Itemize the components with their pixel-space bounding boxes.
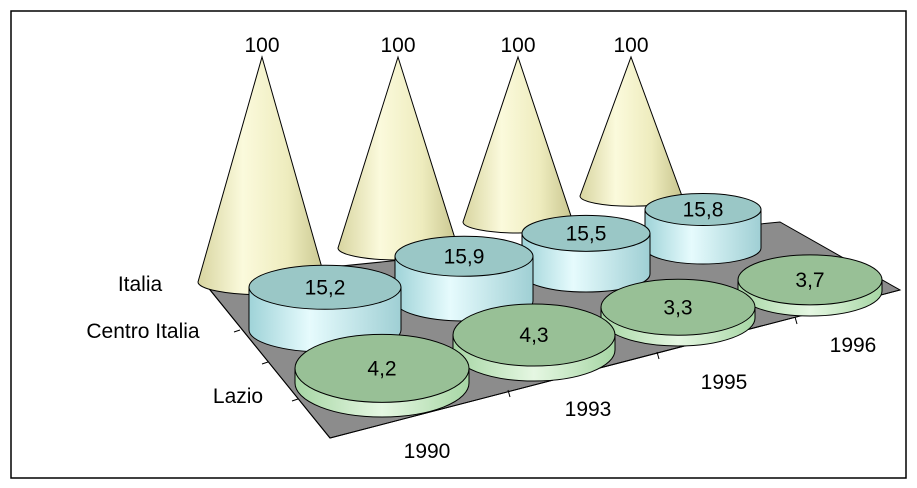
series-label-2: Centro Italia xyxy=(86,320,200,343)
data-label-centro-1990: 15,2 xyxy=(305,276,346,299)
series-label-3: Lazio xyxy=(213,385,263,408)
data-label-italia-1996: 100 xyxy=(613,34,648,57)
data-label-lazio-1990: 4,2 xyxy=(367,357,396,380)
axis-tick xyxy=(233,329,241,333)
series-axis-line xyxy=(201,279,331,439)
data-label-centro-1995: 15,5 xyxy=(566,222,607,245)
category-label-1993: 1993 xyxy=(565,398,612,421)
category-label-1996: 1996 xyxy=(830,334,877,357)
cylinder-centro-1996-top xyxy=(644,192,762,226)
axis-tick xyxy=(507,389,511,398)
disc-lazio-1996-top xyxy=(737,254,883,306)
data-label-italia-1990: 100 xyxy=(244,34,279,57)
data-label-lazio-1996: 3,7 xyxy=(795,269,824,292)
category-label-1990: 1990 xyxy=(404,440,451,463)
data-label-italia-1993: 100 xyxy=(380,34,415,57)
disc-lazio-1990-top xyxy=(294,333,470,403)
axis-tick xyxy=(794,316,798,325)
series-label-1: Italia xyxy=(118,273,163,296)
data-label-italia-1995: 100 xyxy=(500,34,535,57)
cylinder-centro-1990-top xyxy=(248,264,402,310)
cylinder-centro-1993-top xyxy=(394,235,534,277)
axis-tick xyxy=(291,398,299,402)
data-label-lazio-1995: 3,3 xyxy=(663,296,692,319)
chart-labels: 100 100 100 100 15,8 15,5 15,9 15,2 3,7 3,3 4,3 4,2… xyxy=(86,34,876,463)
category-label-1995: 1995 xyxy=(701,371,748,394)
data-label-lazio-1993: 4,3 xyxy=(519,324,548,347)
disc-lazio-1995-top xyxy=(600,278,756,336)
data-label-centro-1993: 15,9 xyxy=(444,245,485,268)
disc-lazio-1993-top xyxy=(452,303,616,367)
cylinder-centro-1995-top xyxy=(521,214,651,252)
axis-tick xyxy=(261,361,269,365)
axis-tick xyxy=(656,351,660,360)
axis-ticks xyxy=(233,316,798,402)
data-label-centro-1996: 15,8 xyxy=(683,198,724,221)
chart-marks xyxy=(197,55,883,418)
